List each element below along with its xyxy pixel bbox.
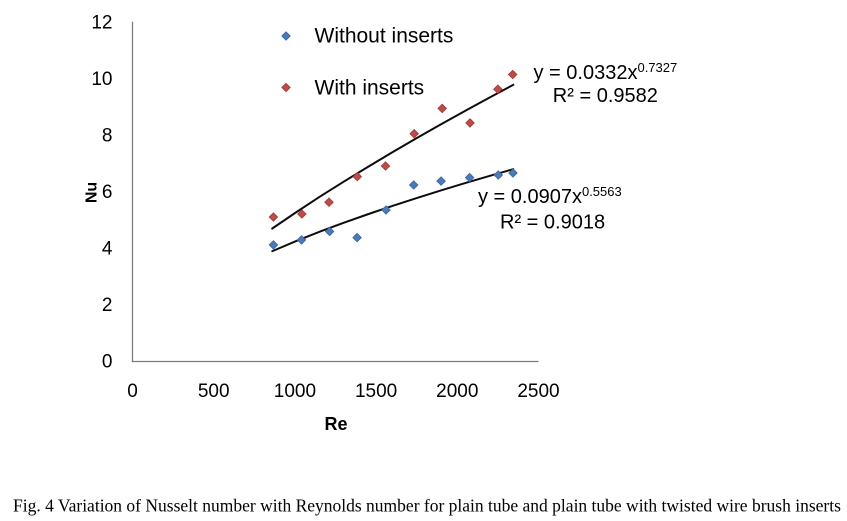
- svg-text:2000: 2000: [436, 381, 478, 402]
- svg-text:12: 12: [91, 13, 112, 34]
- svg-text:4: 4: [102, 239, 113, 260]
- svg-text:R² = 0.9582: R² = 0.9582: [553, 85, 658, 107]
- svg-text:2: 2: [102, 295, 113, 316]
- svg-text:1000: 1000: [274, 381, 316, 402]
- svg-text:500: 500: [198, 381, 230, 402]
- svg-text:Without inserts: Without inserts: [315, 25, 454, 48]
- svg-text:1500: 1500: [355, 381, 397, 402]
- svg-text:8: 8: [102, 126, 113, 147]
- svg-text:0: 0: [127, 381, 138, 402]
- svg-text:Re: Re: [324, 414, 347, 434]
- svg-text:6: 6: [102, 182, 113, 203]
- svg-text:Fig. 4 Variation of Nusselt nu: Fig. 4 Variation of Nusselt number with …: [13, 496, 841, 516]
- svg-text:10: 10: [91, 69, 112, 90]
- svg-text:With inserts: With inserts: [315, 77, 425, 100]
- svg-text:2500: 2500: [517, 381, 559, 402]
- svg-text:R² = 0.9018: R² = 0.9018: [500, 212, 605, 234]
- svg-text:Nu: Nu: [84, 182, 101, 203]
- svg-text:0: 0: [102, 352, 113, 373]
